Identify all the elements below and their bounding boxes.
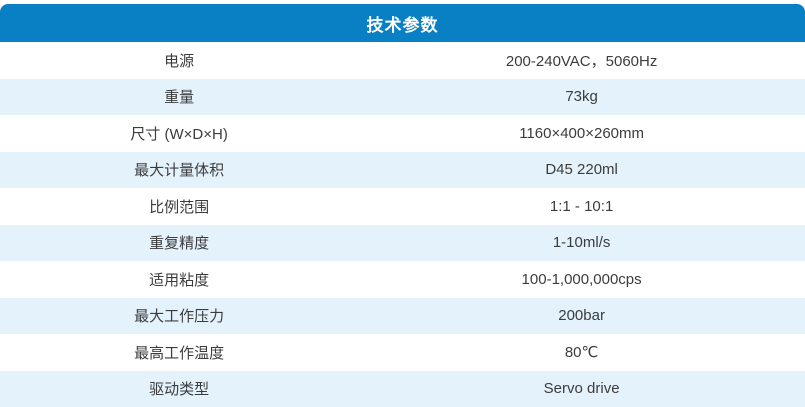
- spec-label: 最高工作温度: [134, 344, 225, 362]
- table-row: 最大工作压力 200bar: [0, 297, 805, 334]
- spec-value: D45 220ml: [545, 161, 618, 179]
- spec-value: 200bar: [558, 307, 605, 325]
- table-header-bar: 技术参数: [0, 4, 805, 42]
- spec-label: 适用粘度: [149, 271, 210, 289]
- spec-label: 尺寸 (W×D×H): [130, 125, 228, 143]
- spec-table: 电源 200-240VAC，5060Hz 重量 73kg 尺寸 (W×D×H) …: [0, 42, 805, 407]
- table-row: 驱动类型 Servo drive: [0, 370, 805, 407]
- table-row: 尺寸 (W×D×H) 1160×400×260mm: [0, 115, 805, 152]
- table-row: 适用粘度 100-1,000,000cps: [0, 261, 805, 298]
- spec-value: Servo drive: [543, 380, 620, 398]
- table-row: 最高工作温度 80℃: [0, 334, 805, 371]
- table-row: 电源 200-240VAC，5060Hz: [0, 42, 805, 79]
- spec-label: 最大工作压力: [134, 308, 225, 326]
- spec-label: 电源: [164, 52, 195, 70]
- spec-label: 最大计量体积: [134, 162, 225, 180]
- spec-value: 80℃: [564, 344, 599, 362]
- table-row: 比例范围 1:1 - 10:1: [0, 188, 805, 225]
- spec-value: 1-10ml/s: [552, 234, 611, 252]
- spec-value: 73kg: [565, 88, 598, 106]
- table-row: 最大计量体积 D45 220ml: [0, 151, 805, 188]
- table-row: 重量 73kg: [0, 78, 805, 115]
- spec-value: 200-240VAC，5060Hz: [505, 52, 658, 70]
- spec-label: 驱动类型: [149, 381, 210, 399]
- spec-value: 1160×400×260mm: [519, 124, 645, 142]
- table-row: 重复精度 1-10ml/s: [0, 224, 805, 261]
- spec-label: 重量: [164, 89, 195, 107]
- spec-value: 100-1,000,000cps: [521, 270, 642, 288]
- spec-label: 比例范围: [149, 198, 210, 216]
- spec-value: 1:1 - 10:1: [549, 197, 614, 215]
- table-title: 技术参数: [366, 15, 439, 35]
- spec-label: 重复精度: [149, 235, 210, 253]
